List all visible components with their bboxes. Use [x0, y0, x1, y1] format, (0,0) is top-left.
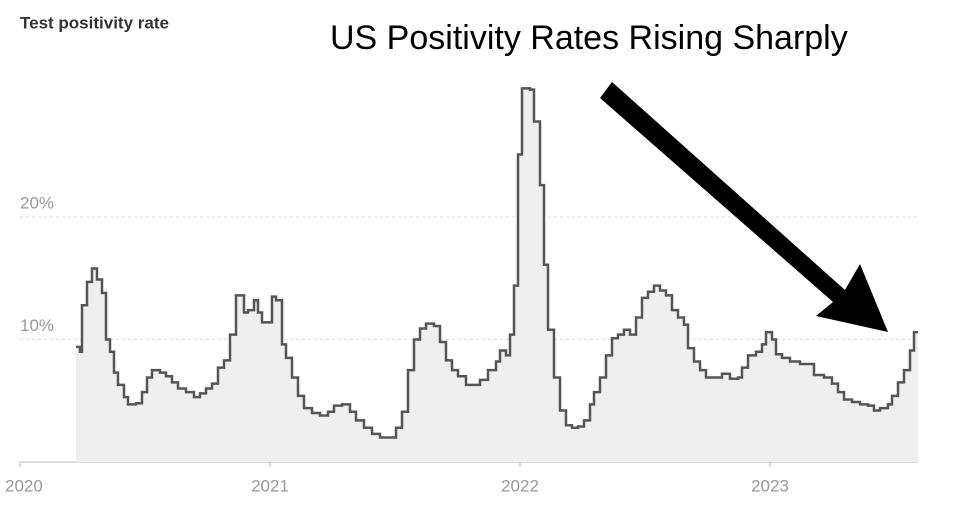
line	[76, 87, 918, 439]
y-tick-label: 10%	[20, 316, 54, 335]
x-tick-label: 2022	[501, 476, 539, 495]
x-tick-label: 2021	[251, 476, 289, 495]
plot: 10% 20% 2020 2021 2022 2023	[5, 87, 918, 495]
chart-title: Test positivity rate	[20, 13, 169, 32]
x-tick-label: 2020	[5, 476, 43, 495]
area	[76, 88, 918, 462]
annotation: US Positivity Rates Rising Sharply	[330, 19, 848, 57]
y-tick-label: 20%	[20, 193, 54, 212]
x-tick-label: 2023	[751, 476, 789, 495]
arrow	[600, 82, 888, 332]
